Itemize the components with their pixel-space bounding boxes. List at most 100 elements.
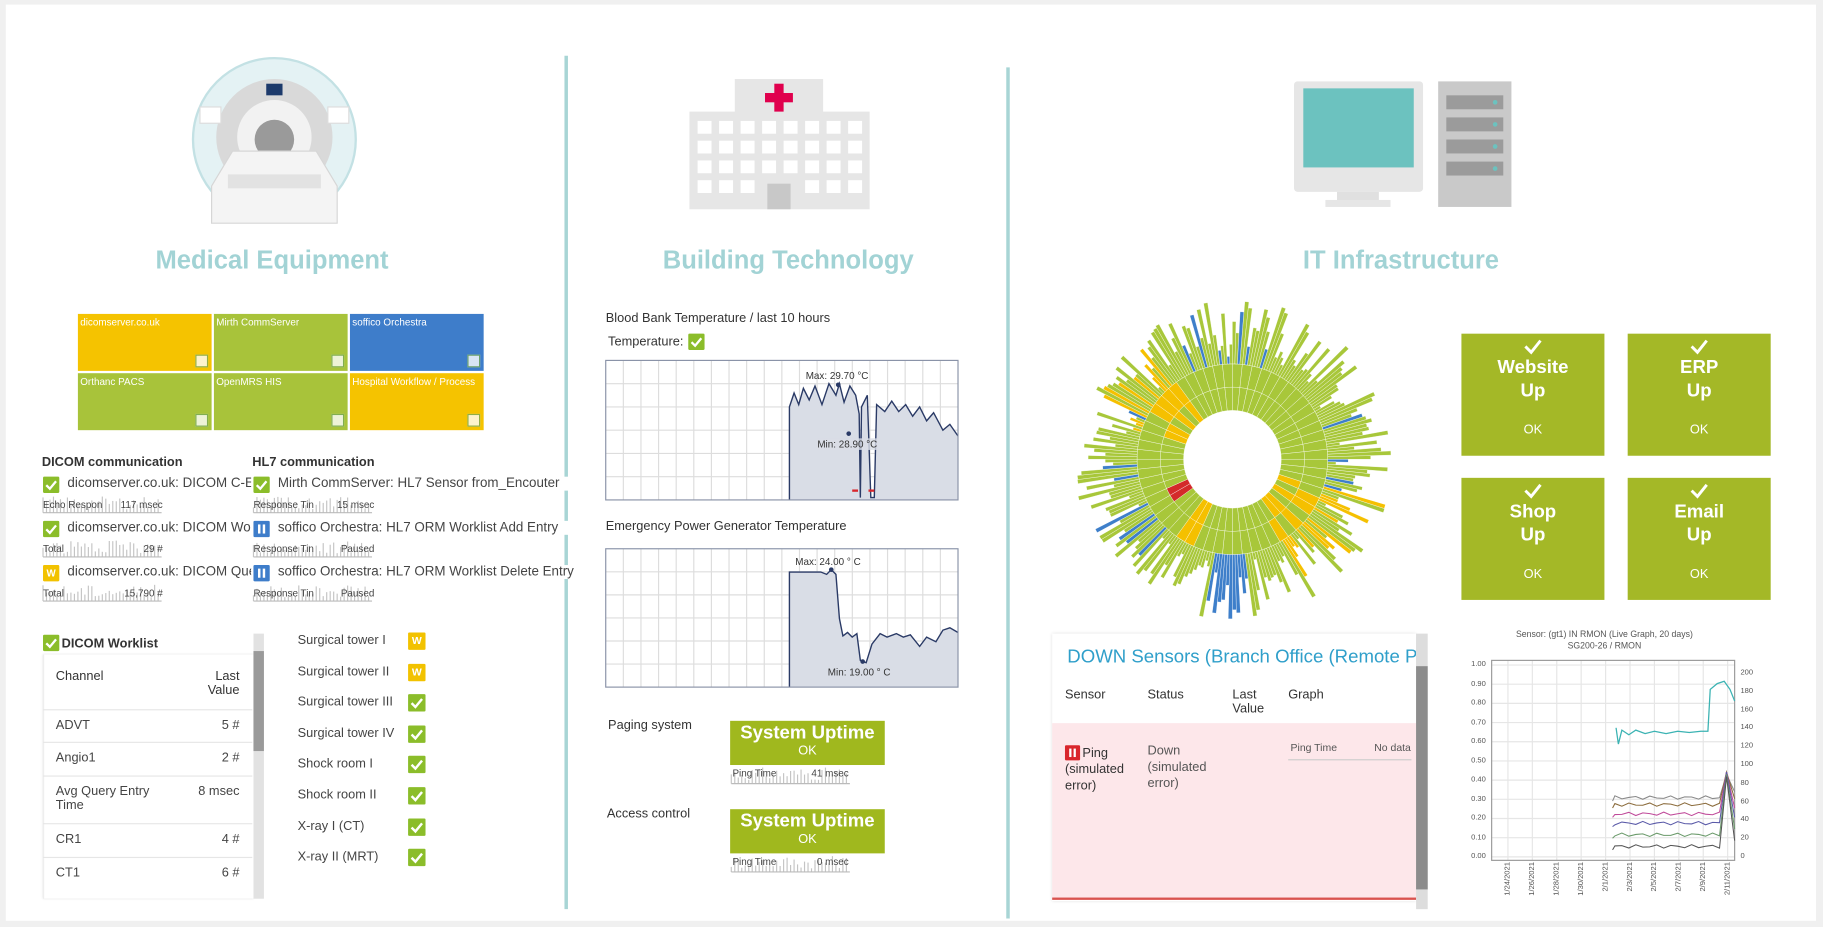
- y-tick-label: 0.90: [1471, 679, 1486, 688]
- tile-state: Up: [1520, 525, 1546, 546]
- tile-label: OpenMRS HIS: [216, 375, 282, 388]
- list-header: HL7 communication: [252, 455, 375, 470]
- sunburst-segment: [1320, 407, 1358, 426]
- hospital-icon: [689, 79, 870, 210]
- status-tile: Email Up OK: [1627, 477, 1771, 600]
- window: [762, 160, 777, 174]
- sunburst-segment: [1314, 504, 1350, 526]
- sunburst-segment: [1277, 541, 1299, 576]
- sunburst-segment: [1172, 543, 1192, 578]
- table-cell: CT1: [55, 866, 80, 881]
- channel-name: Ping Time: [1290, 741, 1338, 754]
- tile-icon: [195, 413, 209, 427]
- sunburst-segment: [1254, 551, 1271, 601]
- series-line: [1612, 771, 1736, 818]
- sunburst-segment: [1326, 440, 1378, 450]
- sunburst-segment: [1102, 385, 1151, 414]
- table-header: Channel: [55, 669, 104, 684]
- sunburst-segment: [1172, 545, 1194, 587]
- window: [826, 180, 841, 193]
- sunburst-segment: [1318, 391, 1376, 421]
- status-icon: [253, 565, 270, 582]
- window: [805, 180, 820, 193]
- table-header: Sensor: [1064, 688, 1106, 703]
- panel-title: DOWN Sensors (Branch Office (Remote Pro: [1067, 647, 1417, 668]
- channel-name: Response Tin: [253, 542, 314, 555]
- sunburst-segment: [1324, 426, 1370, 440]
- sunburst-segment: [1302, 520, 1336, 550]
- channel-name: Total: [43, 542, 64, 555]
- tile-status: OK: [1523, 567, 1543, 582]
- tile-state: Up: [1686, 525, 1712, 546]
- line: [788, 381, 959, 500]
- y2-tick-label: 100: [1740, 760, 1754, 769]
- y-tick-label: 0.40: [1471, 775, 1486, 784]
- sunburst-segment: [1228, 554, 1233, 620]
- sunburst-segment: [1206, 551, 1213, 567]
- tile-label: dicomserver.co.uk: [80, 316, 160, 328]
- tile-icon: [195, 354, 209, 368]
- bar: [1073, 748, 1076, 758]
- y-tick-label: 0.30: [1471, 794, 1486, 803]
- separator: [1288, 759, 1412, 761]
- sparkline: [252, 585, 373, 602]
- tile: Mirth CommServer: [213, 313, 348, 371]
- check: [690, 337, 703, 348]
- window: [805, 140, 820, 154]
- series-line: [1615, 680, 1736, 745]
- sunburst-segment: [1327, 459, 1349, 463]
- window: [826, 140, 841, 154]
- channel-name: Ping Time: [732, 767, 777, 779]
- section-title: Medical Equipment: [155, 245, 389, 275]
- check-glyph: [1690, 339, 1708, 355]
- channel-name: Echo Respon: [43, 498, 103, 511]
- sunburst-segment: [1302, 360, 1346, 398]
- check: [410, 822, 423, 833]
- rmon-graph: [1491, 659, 1736, 861]
- plot-frame: [1491, 659, 1736, 861]
- sparkline: [730, 856, 850, 873]
- sunburst-segment: [1279, 540, 1317, 598]
- sunburst-segment: [1294, 529, 1316, 554]
- series-line: [1612, 774, 1736, 839]
- tile-label: Mirth CommServer: [216, 316, 300, 328]
- window: [697, 180, 712, 193]
- table-cell: Down (simulated error): [1147, 744, 1207, 791]
- widget-label: Paging system: [608, 718, 692, 733]
- sunburst-segment: [1266, 547, 1284, 584]
- room-name: Surgical tower II: [297, 664, 390, 679]
- sunburst-segment: [1288, 534, 1300, 549]
- sunburst-segment: [1211, 553, 1223, 614]
- check-glyph: [1524, 483, 1542, 499]
- sunburst-segment: [1259, 549, 1272, 582]
- sunburst-segment: [1256, 331, 1271, 369]
- sunburst-segment: [1200, 550, 1208, 569]
- room-name: Shock room II: [297, 788, 377, 803]
- marker: [846, 431, 852, 436]
- status-tile: Website Up OK: [1461, 333, 1605, 456]
- scrollbar-thumb: [253, 651, 264, 752]
- sunburst-segment: [1111, 382, 1153, 410]
- sunburst-segment: [1273, 357, 1284, 375]
- sunburst-segment: [1095, 502, 1149, 533]
- y-tick-label: 0.80: [1471, 698, 1486, 707]
- sunburst-segment: [1086, 476, 1140, 491]
- frame: [605, 359, 959, 501]
- window: [848, 120, 863, 134]
- frame: [605, 548, 959, 688]
- icon-glyph: [410, 791, 423, 802]
- check: [410, 853, 423, 864]
- sunburst-segment: [1095, 386, 1149, 417]
- sensor-name: soffico Orchestra: HL7 ORM Worklist Dele…: [277, 565, 592, 579]
- sunburst-segment: [1323, 417, 1373, 435]
- alarm-mark: [852, 489, 859, 492]
- window: [719, 140, 734, 154]
- sunburst-segment: [1306, 517, 1352, 555]
- scrollbar: [253, 633, 264, 899]
- sunburst-segment: [1118, 512, 1156, 541]
- sunburst-segment: [1077, 481, 1141, 501]
- row-separator: [43, 709, 253, 711]
- sunburst-segment: [1327, 455, 1371, 460]
- sunburst-segment: [1099, 506, 1152, 540]
- status-icon: [408, 818, 426, 836]
